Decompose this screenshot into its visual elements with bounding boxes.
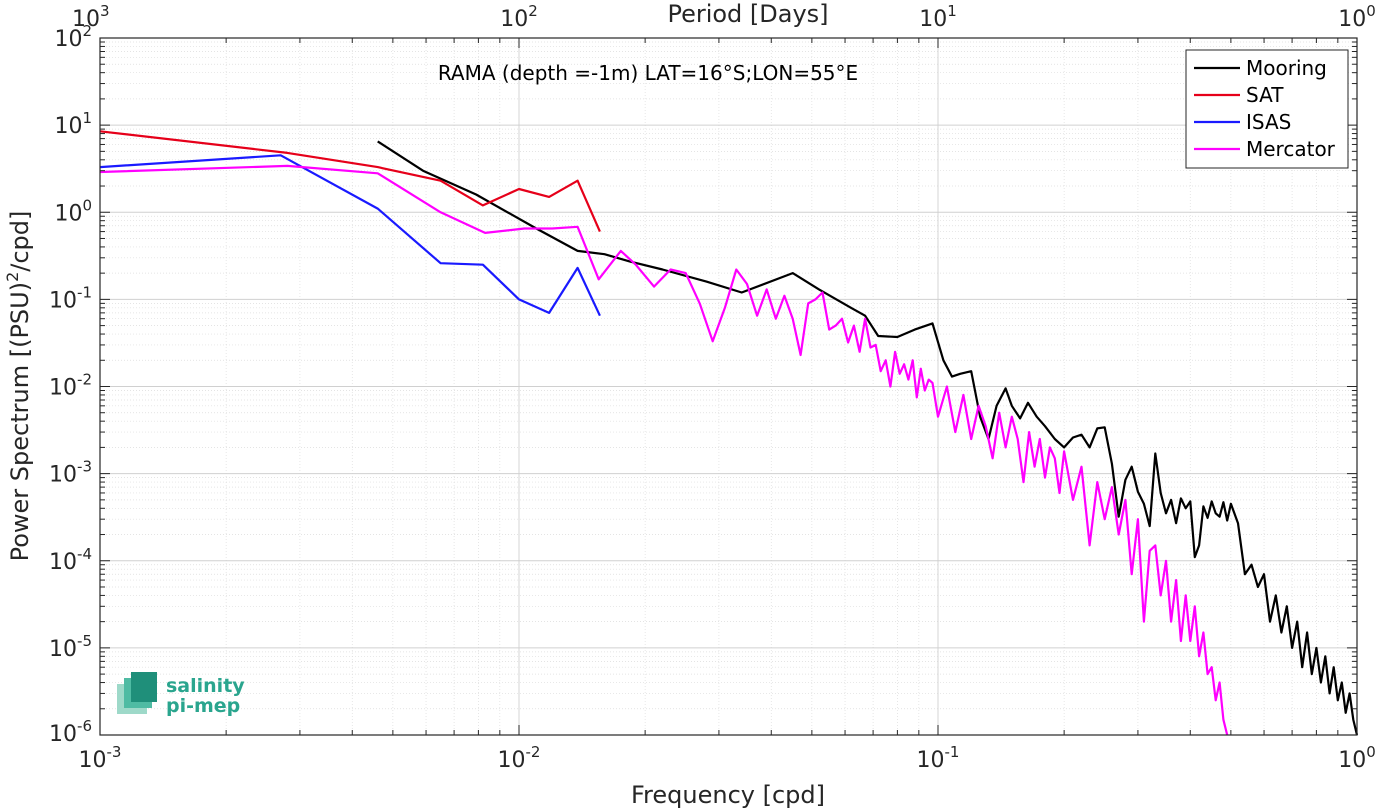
y-tick-label: 101 [54, 109, 92, 139]
y-tick-label-exponent: -6 [77, 717, 92, 735]
y-tick-label: 10-3 [49, 458, 92, 488]
y-tick-label-base: 10 [49, 463, 77, 488]
x-tick-label: 100 [1338, 743, 1376, 773]
y-tick-label-base: 10 [54, 201, 82, 226]
series-line-sat [99, 130, 601, 233]
y-tick-label-base: 10 [54, 114, 82, 139]
y-tick-label: 10-4 [49, 545, 92, 575]
y-tick-label: 10-6 [49, 717, 92, 747]
series-line-isas [99, 154, 601, 317]
top-tick-label-base: 10 [72, 7, 100, 32]
x-tick-label: 10-3 [79, 743, 122, 773]
y-tick-label-exponent: 0 [82, 196, 92, 214]
x-tick-label-exponent: 0 [1366, 743, 1376, 761]
y-axis-label: Power Spectrum [(PSU)2/cpd] [3, 211, 34, 562]
y-axis-label-suffix: /cpd] [6, 211, 34, 272]
top-tick-label-base: 10 [500, 7, 528, 32]
top-x-axis-label: Period [Days] [667, 0, 828, 28]
legend: Mooring SAT ISAS Mercator [1185, 49, 1349, 169]
top-tick-label-base: 10 [1338, 7, 1366, 32]
top-tick-label-exponent: 2 [528, 2, 538, 20]
top-tick-label: 102 [500, 2, 538, 32]
y-tick-label-exponent: -2 [77, 371, 92, 389]
y-tick-label-base: 10 [54, 27, 82, 52]
y-tick-label-base: 10 [49, 288, 77, 313]
y-tick-label-exponent: -4 [77, 545, 92, 563]
legend-label-mercator: Mercator [1246, 137, 1336, 161]
top-tick-label: 101 [919, 2, 957, 32]
salinity-pi-mep-logo: salinity pi-mep [117, 672, 245, 717]
legend-label-isas: ISAS [1246, 110, 1291, 134]
logo-text-pi-mep: pi-mep [166, 695, 240, 717]
x-tick-label-exponent: -2 [526, 743, 541, 761]
x-tick-label-base: 10 [498, 748, 526, 773]
legend-label-mooring: Mooring [1246, 56, 1327, 80]
x-tick-label-exponent: -3 [107, 743, 122, 761]
top-tick-label-exponent: 0 [1366, 2, 1376, 20]
y-tick-label: 10-5 [49, 632, 92, 662]
y-tick-label-exponent: 2 [82, 22, 92, 40]
top-tick-label-base: 10 [919, 7, 947, 32]
top-tick-label: 100 [1338, 2, 1376, 32]
legend-label-sat: SAT [1246, 83, 1284, 107]
x-tick-label: 10-1 [917, 743, 960, 773]
y-tick-label: 102 [54, 22, 92, 52]
x-tick-label: 10-2 [498, 743, 541, 773]
top-tick-label: 103 [72, 2, 110, 32]
x-tick-label-exponent: -1 [945, 743, 960, 761]
y-tick-label-base: 10 [49, 550, 77, 575]
y-tick-label-base: 10 [49, 722, 77, 747]
y-tick-label: 10-2 [49, 371, 92, 401]
series-layer [99, 130, 1359, 736]
tick-marks [99, 37, 1358, 736]
y-axis-label-exponent: 2 [3, 272, 22, 282]
x-axis-label: Frequency [cpd] [631, 781, 825, 809]
top-tick-label-exponent: 3 [100, 2, 110, 20]
y-tick-label: 10-1 [49, 283, 92, 313]
y-tick-label-base: 10 [49, 637, 77, 662]
y-tick-label-exponent: -5 [77, 632, 92, 650]
series-line-mercator [99, 164, 1229, 736]
x-tick-label-base: 10 [1338, 748, 1366, 773]
x-tick-label-base: 10 [79, 748, 107, 773]
logo-mark-front [131, 672, 157, 702]
y-tick-label-exponent: -1 [77, 283, 92, 301]
y-tick-label: 100 [54, 196, 92, 226]
y-tick-label-exponent: -3 [77, 458, 92, 476]
y-tick-label-base: 10 [49, 376, 77, 401]
y-axis-label-main: Power Spectrum [(PSU) [6, 282, 34, 561]
chart-annotation: RAMA (depth =-1m) LAT=16°S;LON=55°E [438, 61, 858, 85]
top-tick-label-exponent: 1 [947, 2, 957, 20]
x-tick-label-base: 10 [917, 748, 945, 773]
logo-text-salinity: salinity [166, 675, 245, 697]
series-line-mooring [377, 140, 1359, 736]
y-tick-label-exponent: 1 [82, 109, 92, 127]
